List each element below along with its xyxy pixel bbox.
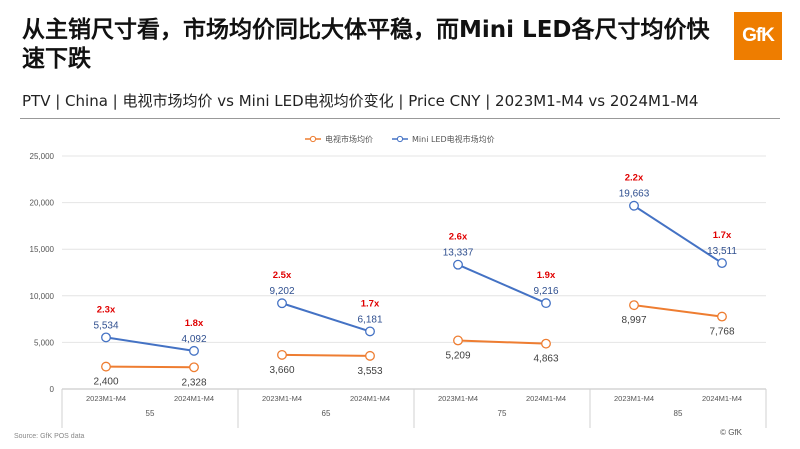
- ratio-label: 1.7x: [361, 298, 380, 309]
- copyright: © GfK: [720, 428, 742, 437]
- series-line: [457, 339, 547, 345]
- source-note: Source: GfK POS data: [14, 433, 85, 440]
- legend-label: 电视市场均价: [325, 134, 373, 144]
- data-point: [365, 350, 375, 361]
- ratio-label: 2.2x: [625, 173, 644, 184]
- ratio-label: 2.3x: [97, 304, 116, 315]
- x-tick-label: 2023M1-M4: [614, 394, 654, 403]
- data-label: 2,328: [181, 377, 206, 388]
- data-point: [189, 345, 199, 356]
- data-label: 7,768: [709, 327, 734, 338]
- series-line: [281, 302, 371, 333]
- page-title: 从主销尺寸看，市场均价同比大体平稳，而Mini LED各尺寸均价快速下跌: [22, 17, 710, 72]
- x-tick-label: 2024M1-M4: [174, 394, 214, 403]
- data-label: 3,553: [357, 366, 382, 377]
- data-point: [277, 298, 287, 309]
- y-tick-label: 25,000: [30, 152, 55, 161]
- data-point: [101, 361, 111, 372]
- legend-marker: [396, 135, 404, 143]
- series-line: [105, 365, 195, 369]
- data-label: 13,511: [707, 246, 737, 257]
- data-label: 2,400: [93, 377, 118, 388]
- ratio-label: 2.5x: [273, 270, 292, 281]
- series-line: [633, 304, 723, 318]
- data-label: 3,660: [269, 365, 294, 376]
- data-point: [365, 326, 375, 337]
- ratio-label: 1.9x: [537, 270, 556, 281]
- series-line: [633, 204, 723, 264]
- y-tick-label: 20,000: [30, 199, 55, 208]
- data-point: [629, 200, 639, 211]
- legend-label: Mini LED电视市场均价: [412, 134, 495, 144]
- data-label: 19,663: [619, 189, 650, 200]
- data-point: [453, 259, 463, 270]
- ratio-label: 1.7x: [713, 230, 732, 241]
- x-tick-label: 2023M1-M4: [438, 394, 478, 403]
- ratio-label: 2.6x: [449, 232, 468, 243]
- data-point: [629, 300, 639, 311]
- x-tick-label: 2024M1-M4: [350, 394, 390, 403]
- data-label: 4,863: [533, 354, 558, 365]
- data-point: [277, 349, 287, 360]
- legend-marker: [309, 135, 317, 143]
- data-point: [541, 298, 551, 309]
- x-tick-label: 2023M1-M4: [262, 394, 302, 403]
- title-divider: [20, 118, 780, 119]
- data-label: 5,209: [445, 350, 470, 361]
- x-tick-label: 2024M1-M4: [702, 394, 742, 403]
- series-line: [281, 353, 371, 357]
- group-label: 65: [322, 409, 331, 418]
- gfk-logo: GfK: [734, 12, 782, 60]
- data-point: [453, 335, 463, 346]
- data-label: 4,092: [181, 334, 206, 345]
- data-point: [101, 332, 111, 343]
- data-label: 9,216: [533, 286, 558, 297]
- group-label: 85: [674, 409, 683, 418]
- data-label: 5,534: [93, 320, 118, 331]
- series-line: [457, 263, 547, 305]
- data-point: [717, 258, 727, 269]
- data-point: [541, 338, 551, 349]
- data-label: 6,181: [357, 314, 382, 325]
- x-tick-label: 2024M1-M4: [526, 394, 566, 403]
- data-point: [189, 362, 199, 373]
- x-tick-label: 2023M1-M4: [86, 394, 126, 403]
- ratio-label: 1.8x: [185, 318, 204, 329]
- page-subtitle: PTV | China | 电视市场均价 vs Mini LED电视均价变化 |…: [22, 92, 699, 110]
- group-label: 75: [498, 409, 507, 418]
- y-tick-label: 0: [50, 385, 55, 394]
- y-tick-label: 5,000: [34, 338, 55, 347]
- data-label: 9,202: [269, 286, 294, 297]
- y-tick-label: 15,000: [30, 245, 55, 254]
- data-label: 8,997: [621, 315, 646, 326]
- data-label: 13,337: [443, 248, 474, 259]
- data-point: [717, 311, 727, 322]
- group-label: 55: [146, 409, 155, 418]
- series-line: [105, 336, 195, 352]
- y-tick-label: 10,000: [30, 292, 55, 301]
